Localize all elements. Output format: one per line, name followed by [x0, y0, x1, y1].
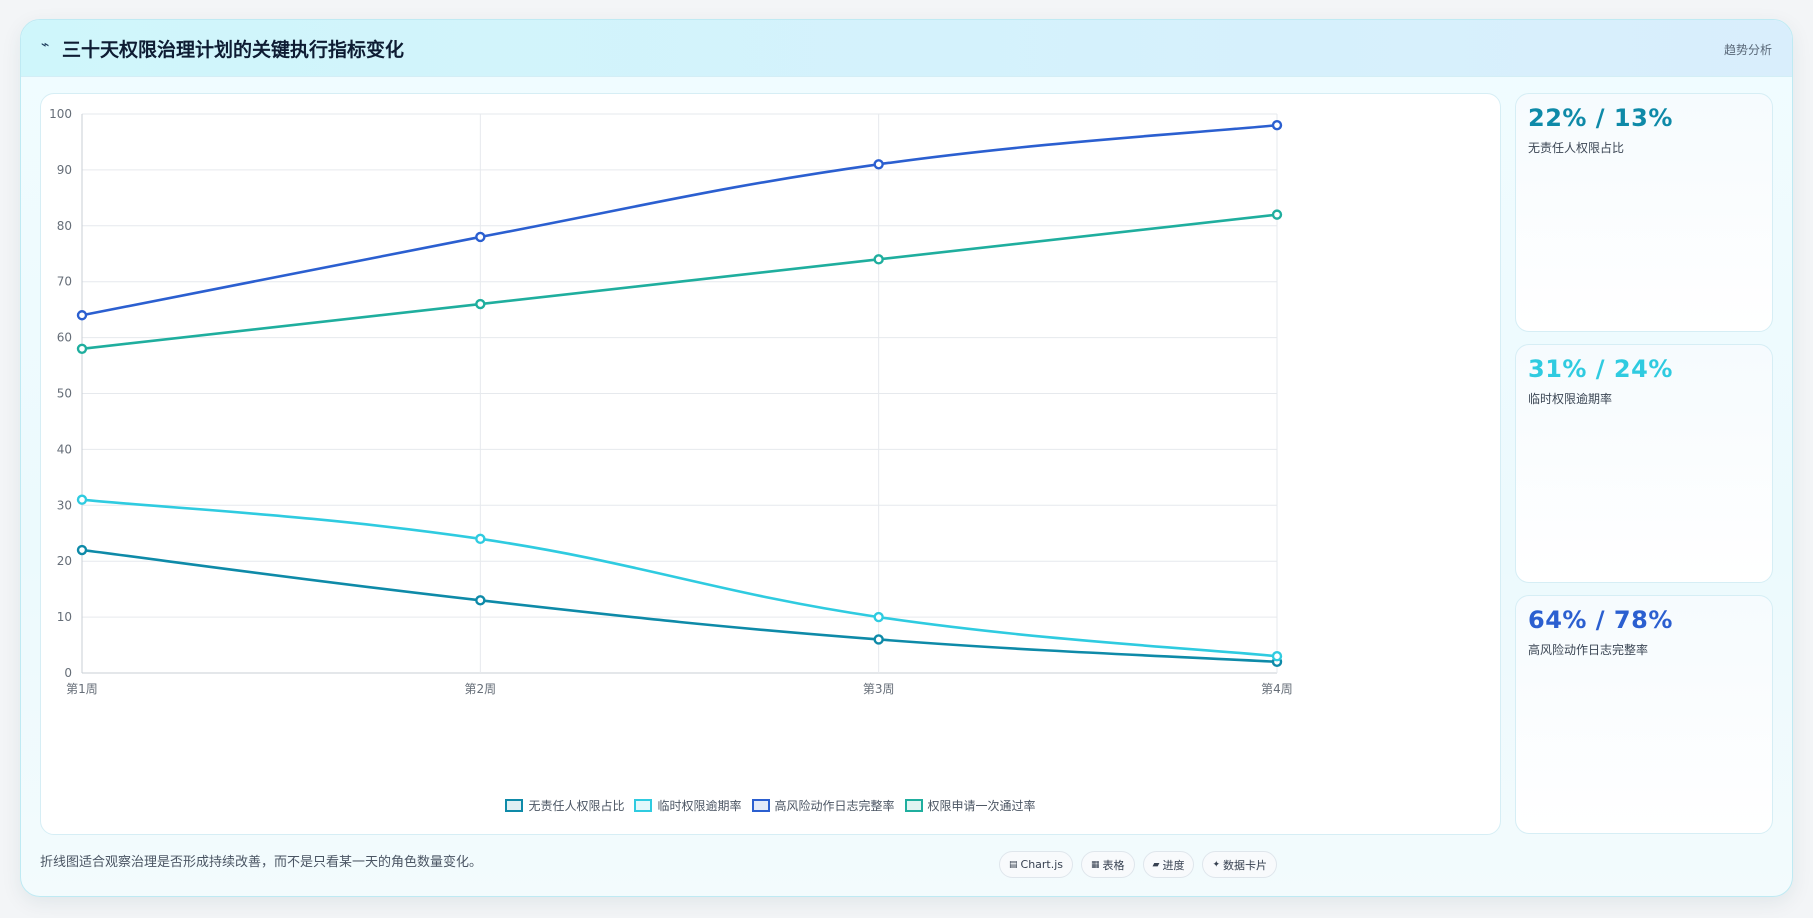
data-point — [76, 494, 88, 505]
series-line-1 — [81, 498, 1278, 658]
legend-label: 临时权限逾期率 — [657, 799, 742, 813]
chip-label: 数据卡片 — [1223, 858, 1268, 872]
stat-card-overdue: 31% / 24% 临时权限逾期率 — [1515, 344, 1773, 583]
y-tick-label: 40 — [57, 442, 72, 456]
y-tick-label: 30 — [57, 498, 72, 512]
y-tick-label: 70 — [57, 275, 72, 289]
chip-data-card[interactable]: ✦ 数据卡片 — [1202, 851, 1278, 878]
chip-label: 进度 — [1162, 858, 1185, 872]
stat-value: 31% / 24% — [1528, 355, 1673, 383]
legend-item[interactable]: 高风险动作日志完整率 — [751, 797, 895, 814]
data-point — [1271, 119, 1283, 131]
y-tick-label: 50 — [57, 387, 72, 401]
series-line-0 — [81, 548, 1278, 664]
y-tick-label: 0 — [64, 666, 72, 680]
legend-item[interactable]: 权限申请一次通过率 — [904, 797, 1036, 814]
chart-icon: ▤ — [1009, 859, 1018, 870]
legend-item[interactable]: 无责任人权限占比 — [505, 797, 624, 814]
data-point — [873, 254, 884, 265]
data-point — [475, 595, 486, 606]
legend-label: 无责任人权限占比 — [528, 799, 625, 813]
x-tick-label: 第3周 — [863, 682, 895, 696]
progress-icon: ▰ — [1152, 859, 1160, 870]
page-title: 三十天权限治理计划的关键执行指标变化 — [62, 39, 405, 61]
stat-label: 临时权限逾期率 — [1528, 392, 1613, 406]
chip-progress[interactable]: ▰ 进度 — [1142, 851, 1195, 878]
x-tick-label: 第4周 — [1261, 682, 1293, 696]
stat-value: 64% / 78% — [1528, 606, 1673, 634]
card-header: ⌁ 三十天权限治理计划的关键执行指标变化 趋势分析 — [21, 20, 1792, 77]
series-line-3 — [81, 213, 1278, 351]
legend-item[interactable]: 临时权限逾期率 — [634, 797, 742, 814]
x-tick-label: 第2周 — [465, 682, 497, 696]
legend-swatch — [904, 799, 923, 812]
sparkle-icon: ✦ — [1212, 859, 1221, 870]
data-point — [873, 634, 884, 645]
legend-swatch — [751, 799, 770, 812]
data-point — [475, 231, 486, 243]
series-line-2 — [81, 123, 1278, 317]
y-tick-label: 80 — [57, 219, 72, 233]
data-point — [1271, 651, 1283, 662]
chart-legend: 无责任人权限占比 临时权限逾期率 高风险动作日志完整率 权限申请一次通过率 — [41, 797, 1500, 814]
trend-analysis-label: 趋势分析 — [1723, 43, 1772, 57]
table-icon: ▦ — [1091, 859, 1100, 870]
data-point — [873, 611, 884, 623]
data-point — [76, 310, 88, 321]
stat-label: 高风险动作日志完整率 — [1528, 643, 1649, 657]
chart-footnote: 折线图适合观察治理是否形成持续改善，而不是只看某一天的角色数量变化。 — [40, 855, 483, 870]
data-point — [1271, 209, 1283, 220]
chip-chartjs[interactable]: ▤ Chart.js — [999, 851, 1074, 878]
trend-icon: ⌁ — [41, 37, 50, 53]
y-tick-label: 60 — [57, 331, 72, 345]
y-tick-label: 90 — [57, 163, 72, 177]
y-tick-label: 20 — [57, 554, 72, 568]
chip-label: 表格 — [1102, 858, 1125, 872]
stat-label: 无责任人权限占比 — [1528, 141, 1625, 155]
y-tick-label: 10 — [57, 610, 72, 624]
data-point — [475, 533, 486, 545]
x-tick-label: 第1周 — [66, 682, 98, 696]
tech-chips: ▤ Chart.js ▦ 表格 ▰ 进度 ✦ 数据卡片 — [999, 851, 1278, 878]
legend-swatch — [505, 799, 524, 812]
data-point — [475, 298, 486, 310]
data-point — [76, 343, 88, 354]
y-tick-label: 100 — [49, 107, 72, 121]
stat-card-logs: 64% / 78% 高风险动作日志完整率 — [1515, 595, 1773, 834]
legend-label: 权限申请一次通过率 — [927, 799, 1036, 813]
legend-swatch — [634, 799, 653, 812]
legend-label: 高风险动作日志完整率 — [774, 799, 895, 813]
chip-table[interactable]: ▦ 表格 — [1081, 851, 1135, 878]
stat-card-unowned: 22% / 13% 无责任人权限占比 — [1515, 93, 1773, 332]
data-point — [873, 159, 884, 170]
line-chart: 0 10 20 30 40 50 60 70 80 90 100 第1周 第2周 第3周 第4周 — [49, 107, 1293, 696]
data-point — [76, 544, 88, 556]
stat-value: 22% / 13% — [1528, 104, 1673, 132]
chart-panel: 0 10 20 30 40 50 60 70 80 90 100 第1周 第2周 第3周 第4周 无责任人权… — [40, 93, 1501, 835]
chip-label: Chart.js — [1020, 858, 1064, 871]
dashboard-card: ⌁ 三十天权限治理计划的关键执行指标变化 趋势分析 0 10 20 30 40 50 60 7… — [20, 19, 1793, 897]
